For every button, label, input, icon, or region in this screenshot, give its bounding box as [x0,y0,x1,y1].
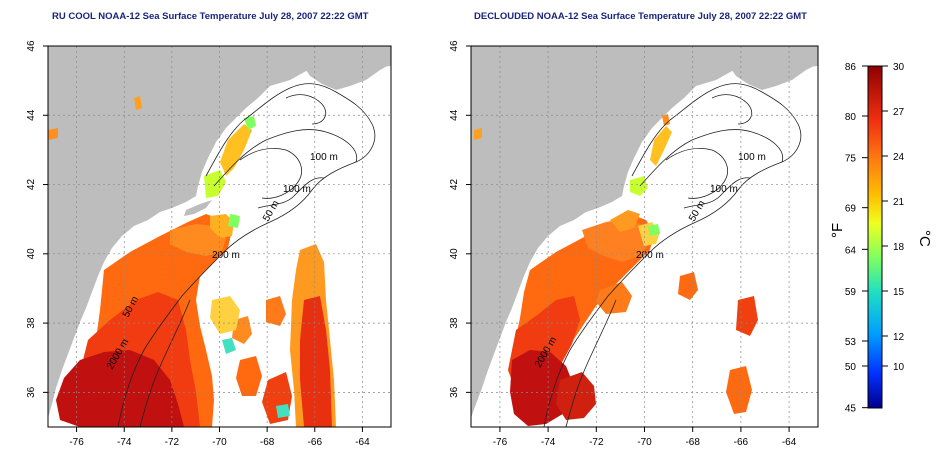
contour-label: 200 m [212,250,240,261]
fahrenheit-tick-label: 53 [845,337,857,348]
y-tick-label: 42 [26,179,37,191]
celsius-ticks: 30 27 24 21 18 15 12 10 [882,62,905,373]
x-tick-label: -64 [355,437,370,448]
y-tick-label: 46 [26,40,37,52]
temperature-colorbar: 86 80 75 69 64 59 53 50 45 30 27 24 21 18 15 12 10 °F °… [829,62,933,415]
x-axis: -76 -74 -72 -70 -68 -66 -64 [69,427,370,448]
y-tick-label: 40 [26,248,37,260]
x-tick-label: -64 [782,437,797,448]
celsius-tick-label: 18 [893,242,905,253]
land-mass [471,46,818,418]
x-tick-label: -70 [212,437,227,448]
x-tick-label: -74 [541,437,556,448]
fahrenheit-tick-label: 75 [845,154,857,165]
bathymetry-contours [543,83,802,427]
fahrenheit-unit: °F [829,223,846,238]
contour-label: 100 m [310,152,338,163]
graticule [48,46,391,427]
y-tick-label: 38 [26,317,37,329]
y-tick-label: 36 [26,386,37,398]
celsius-tick-label: 12 [893,332,905,343]
left-sst-map: 100 m 100 m 50 m 200 m 50 m 2000 m -76 -7… [26,40,392,448]
x-tick-label: -68 [260,437,275,448]
land-mass [48,46,391,418]
celsius-tick-label: 27 [893,107,905,118]
celsius-unit: °C [916,230,933,247]
y-tick-label: 40 [449,248,460,260]
land-mass-nova-scotia [726,46,818,90]
x-tick-label: -76 [493,437,508,448]
land-mass-nova-scotia [300,46,391,90]
celsius-tick-label: 30 [893,62,905,73]
sst-field [48,96,336,427]
land-mass-long-island [184,200,212,216]
x-tick-label: -72 [165,437,180,448]
colorbar-scale [867,65,883,409]
x-tick-label: -76 [69,437,84,448]
sst-field [474,114,758,426]
left-map-title: RU COOL NOAA-12 Sea Surface Temperature … [52,11,369,22]
y-tick-label: 44 [26,109,37,121]
x-tick-label: -66 [308,437,323,448]
x-axis: -76 -74 -72 -70 -68 -66 -64 [493,427,797,448]
contour-label: 100 m [710,184,738,195]
fahrenheit-ticks: 86 80 75 69 64 59 53 50 45 [845,62,868,415]
contour-label: 200 m [636,250,664,261]
fahrenheit-tick-label: 59 [845,287,857,298]
contour-label: 100 m [283,184,311,195]
fahrenheit-tick-label: 45 [845,404,857,415]
right-sst-map: 100 m 100 m 50 m 200 m 2000 m -76 -74 -72-… [449,40,819,448]
y-tick-label: 44 [449,109,460,121]
x-tick-label: -74 [117,437,132,448]
x-tick-label: -70 [637,437,652,448]
fahrenheit-tick-label: 69 [845,204,857,215]
y-tick-label: 46 [449,40,460,52]
y-tick-label: 42 [449,179,460,191]
celsius-tick-label: 15 [893,287,905,298]
x-tick-label: -72 [589,437,604,448]
celsius-tick-label: 10 [893,362,905,373]
y-tick-label: 36 [449,386,460,398]
bathymetry-contours [117,83,376,427]
y-axis: 36 38 40 42 44 46 [26,40,48,398]
celsius-tick-label: 24 [893,152,905,163]
fahrenheit-tick-label: 50 [845,362,857,373]
contour-label: 100 m [738,152,766,163]
fahrenheit-tick-label: 64 [845,245,857,256]
fahrenheit-tick-label: 80 [845,112,857,123]
graticule [471,46,818,427]
y-axis: 36 38 40 42 44 46 [449,40,471,398]
celsius-tick-label: 21 [893,197,905,208]
x-tick-label: -68 [685,437,700,448]
x-tick-label: -66 [734,437,749,448]
y-tick-label: 38 [449,317,460,329]
right-map-title: DECLOUDED NOAA-12 Sea Surface Temperatur… [474,11,807,22]
fahrenheit-tick-label: 86 [845,62,857,73]
